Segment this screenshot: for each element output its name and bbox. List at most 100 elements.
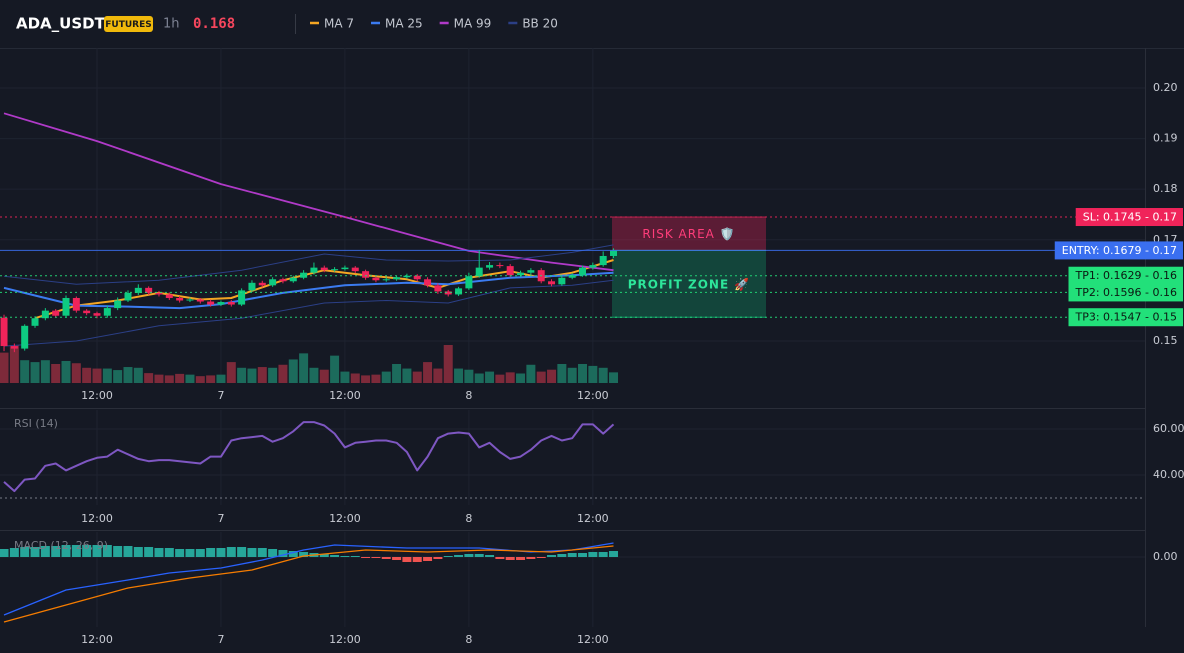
histogram-bar <box>206 548 216 557</box>
ma-line <box>3 112 614 272</box>
histogram-bar <box>175 549 185 557</box>
x-tick-label: 12:00 <box>81 633 113 646</box>
badge-text: FUTURES <box>105 20 151 30</box>
volume-bar <box>454 368 464 383</box>
volume-bar <box>402 368 412 383</box>
volume-bar <box>526 364 536 383</box>
volume-bar <box>433 368 443 383</box>
candle-body <box>413 275 421 280</box>
symbol: ADA_USDT <box>16 15 106 33</box>
macd-line <box>3 542 614 616</box>
x-tick-label: 12:00 <box>577 389 609 402</box>
x-tick-label: 12:00 <box>81 389 113 402</box>
histogram-bar <box>195 549 205 557</box>
level-badge-label: TP2: 0.1596 - 0.16 <box>1075 286 1178 299</box>
volume-bar <box>350 373 360 383</box>
histogram-bar <box>319 554 329 557</box>
candle-body <box>486 265 494 268</box>
candle-body <box>403 275 411 278</box>
histogram-bar <box>164 548 174 557</box>
histogram-bar <box>113 546 123 557</box>
histogram-bar <box>133 547 143 557</box>
candle-body <box>145 287 153 293</box>
histogram-bar <box>392 557 402 560</box>
candle-body <box>21 325 29 349</box>
candle-body <box>72 297 80 311</box>
candle-body <box>196 299 204 302</box>
x-tick-label: 12:00 <box>329 389 361 402</box>
x-tick-label: 8 <box>465 633 472 646</box>
candle-body <box>558 277 566 285</box>
x-tick-label: 12:00 <box>329 633 361 646</box>
volume-bar <box>206 375 216 383</box>
candle-body <box>372 277 380 281</box>
volume-bar <box>0 352 9 383</box>
histogram-bar <box>51 546 61 557</box>
volume-bar <box>423 362 433 383</box>
histogram-bar <box>144 547 154 557</box>
candle-body <box>176 297 184 301</box>
zone-label: PROFIT ZONE 🚀 <box>628 277 751 291</box>
volume-bar <box>133 367 143 383</box>
volume-bar <box>392 364 402 383</box>
candle-body <box>310 267 318 273</box>
histogram-bar <box>0 549 9 557</box>
volume-bar <box>464 369 474 383</box>
histogram-bar <box>340 556 350 557</box>
histogram-bar <box>454 555 464 557</box>
histogram-bar <box>557 554 567 557</box>
level-badge: SL: 0.1745 - 0.17 <box>1075 208 1183 227</box>
level-badge-bg <box>1068 308 1183 327</box>
candle-body <box>134 287 142 293</box>
legend: MA 7 MA 25 MA 99 BB 20 <box>310 17 558 31</box>
histogram-bar <box>412 557 422 562</box>
candle-body <box>589 265 597 268</box>
histogram-bar <box>464 554 474 557</box>
histogram-bar <box>9 548 19 557</box>
candle-body <box>52 310 60 316</box>
volume-bar <box>216 374 226 383</box>
histogram-bar <box>495 557 505 559</box>
y-tick-label: 40.00 <box>1153 468 1184 481</box>
histogram-bar <box>433 557 443 559</box>
histogram-bar <box>268 549 278 557</box>
volume-bar <box>164 375 174 383</box>
volume-bar <box>598 367 608 383</box>
candle-body <box>475 267 483 277</box>
x-tick-label: 7 <box>217 512 224 525</box>
volume-bar <box>51 364 61 383</box>
ma-line <box>34 259 614 320</box>
candle-body <box>517 272 525 276</box>
volume-bar <box>195 376 205 383</box>
signal-line <box>3 545 614 623</box>
candle-body <box>217 302 225 305</box>
volume-bar <box>547 369 557 383</box>
candle-body <box>238 290 246 305</box>
histogram-bar <box>567 553 577 557</box>
histogram-bar <box>257 548 267 557</box>
candle-body <box>83 310 91 314</box>
volume-bar <box>92 368 102 383</box>
histogram-bar <box>92 545 102 557</box>
candle-body <box>124 292 132 301</box>
candle-body <box>444 291 452 295</box>
volume-bar <box>144 373 154 383</box>
histogram-bar <box>123 546 133 557</box>
histogram-bar <box>609 551 619 557</box>
candle-body <box>579 267 587 276</box>
volume-bar <box>361 375 371 383</box>
zone <box>612 217 766 251</box>
candle-body <box>155 292 163 295</box>
candle-body <box>31 318 39 326</box>
candle-body <box>599 255 607 266</box>
volume-bar <box>278 364 288 383</box>
histogram-bar <box>474 554 484 557</box>
candle-body <box>186 299 194 301</box>
histogram-bar <box>350 556 360 557</box>
volume-bar <box>82 367 92 383</box>
histogram-bar <box>237 547 247 557</box>
y-tick-label: 0.19 <box>1153 132 1178 145</box>
legend-label: MA 7 <box>324 17 354 31</box>
level-badge-label: SL: 0.1745 - 0.17 <box>1083 211 1177 224</box>
